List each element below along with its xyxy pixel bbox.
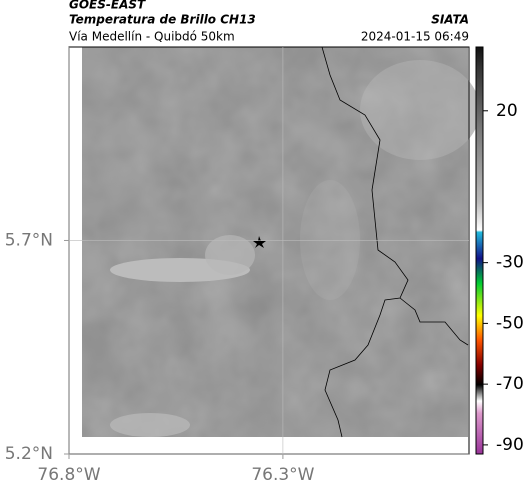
location-marker	[253, 236, 266, 248]
map-image	[82, 46, 480, 438]
x-tick-label: 76.8°W	[37, 465, 100, 485]
colorbar-tick-label: 20	[496, 101, 518, 121]
colorbar-tick-label: -70	[496, 374, 524, 394]
region: Vía Medellín - Quibdó 50km	[69, 30, 235, 44]
colorbar-tick-label: -50	[496, 313, 524, 333]
colorbar-tick-label: -90	[496, 435, 524, 455]
product: Temperatura de Brillo CH13	[69, 13, 256, 27]
x-tick-label: 76.3°W	[251, 465, 314, 485]
colorbar-tick-label: -30	[496, 253, 524, 273]
source: SIATA	[431, 13, 469, 27]
title: GOES-EAST	[69, 0, 146, 12]
colorbar	[475, 46, 484, 455]
y-tick-label: 5.2°N	[5, 444, 53, 464]
datetime: 2024-01-15 06:49	[361, 30, 469, 44]
y-tick-label: 5.7°N	[5, 230, 53, 250]
